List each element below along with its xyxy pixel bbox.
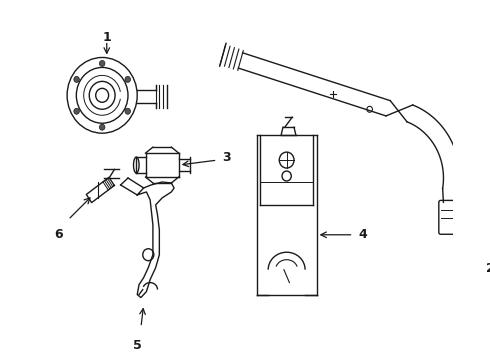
Circle shape [125, 108, 130, 114]
Text: 3: 3 [222, 150, 231, 163]
Circle shape [99, 124, 105, 130]
Text: 6: 6 [54, 228, 63, 241]
Text: 1: 1 [102, 31, 111, 44]
Text: 5: 5 [133, 339, 142, 352]
Circle shape [99, 60, 105, 67]
Circle shape [125, 76, 130, 82]
Circle shape [74, 76, 79, 82]
Text: 4: 4 [358, 228, 367, 241]
Circle shape [74, 108, 79, 114]
Text: 2: 2 [486, 262, 490, 275]
